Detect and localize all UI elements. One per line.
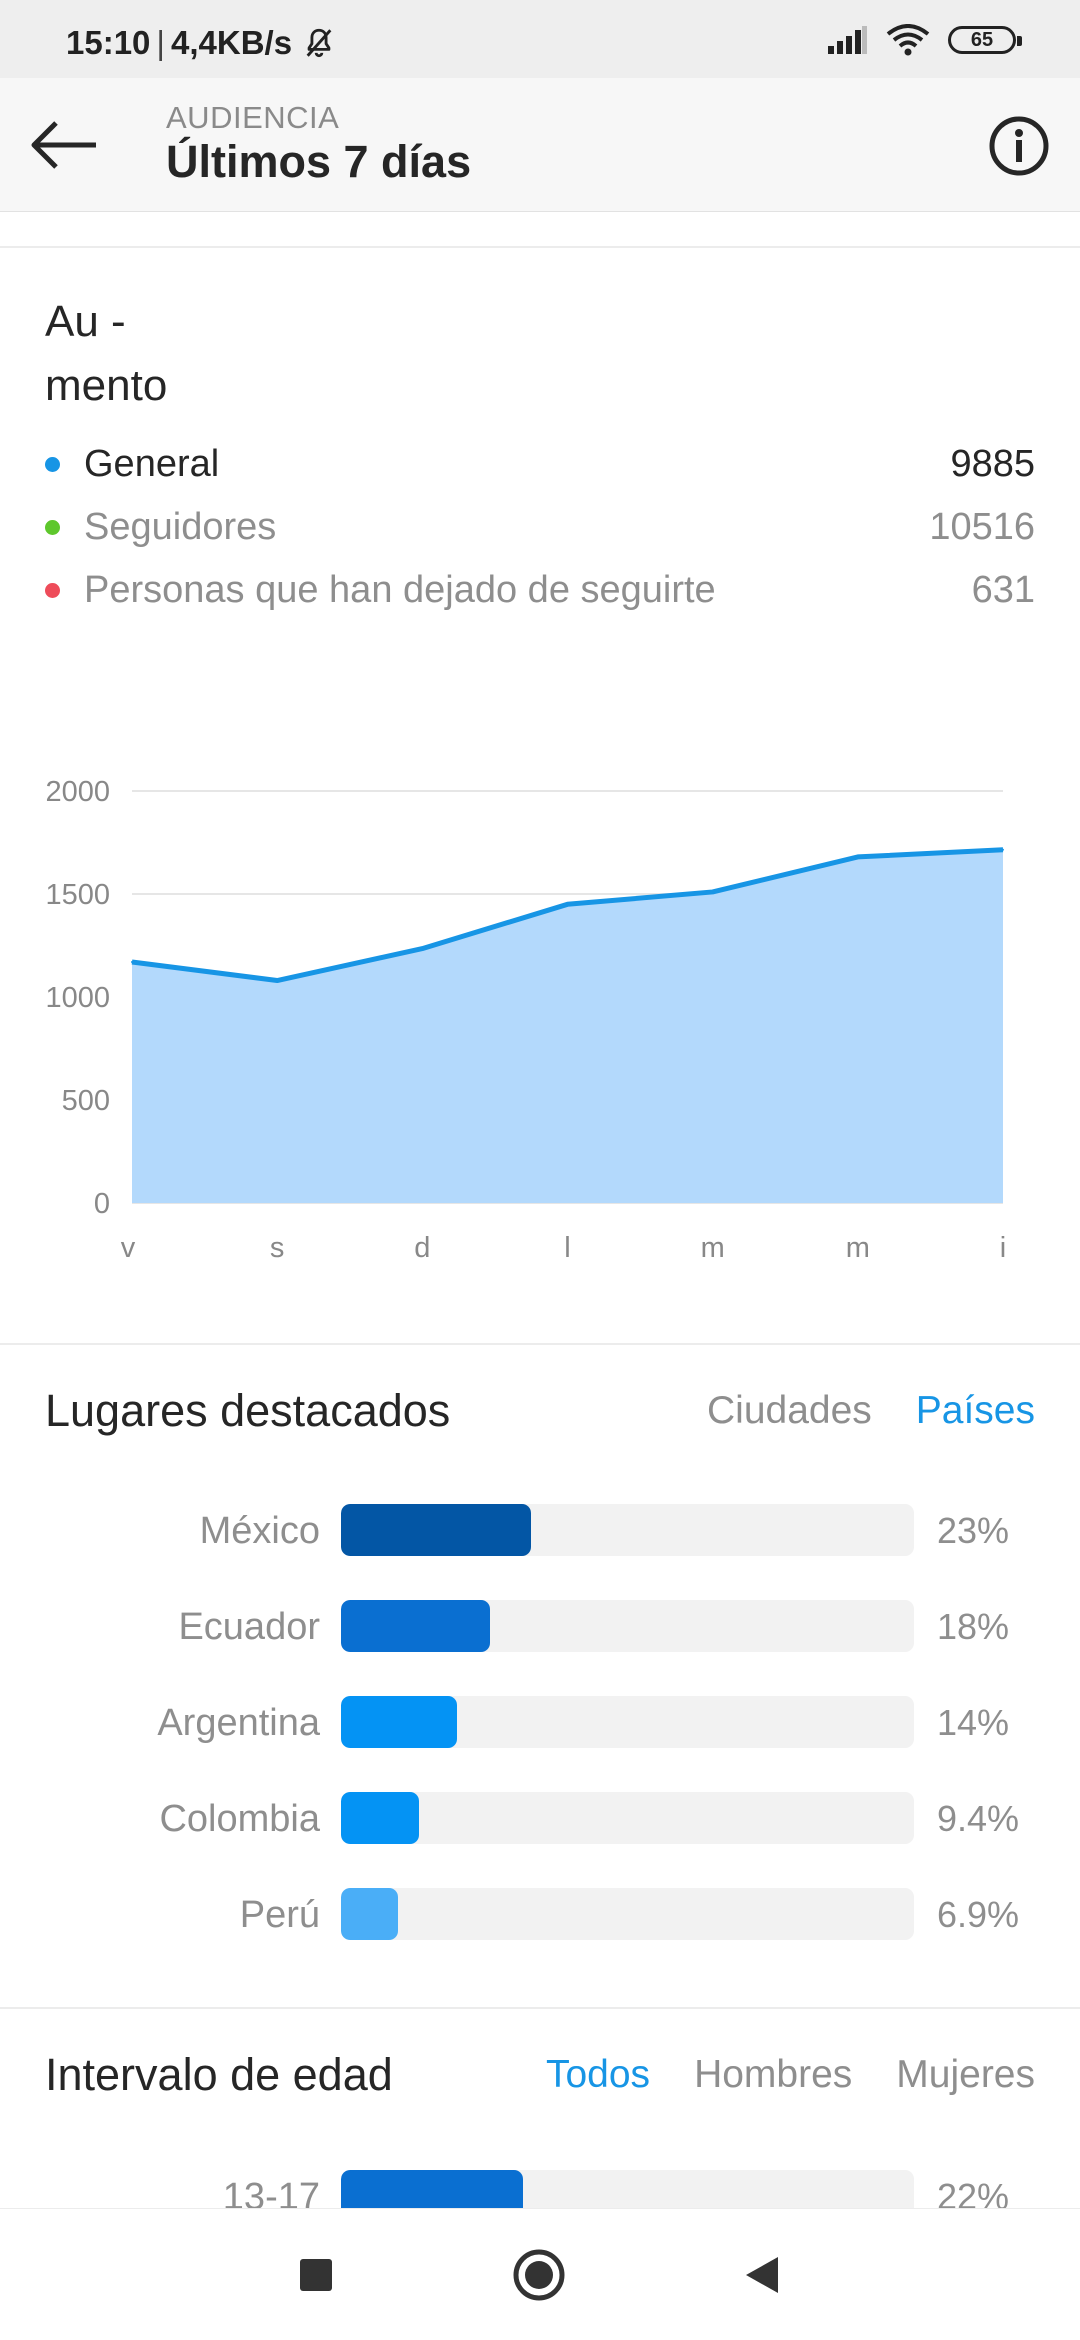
divider: [0, 2007, 1080, 2009]
country-percent: 23%: [937, 1510, 1010, 1551]
legend-value: 9885: [950, 442, 1035, 485]
country-percent: 9.4%: [937, 1798, 1020, 1839]
page-title: Últimos 7 días: [166, 136, 472, 187]
legend-value: 10516: [929, 505, 1035, 548]
country-row: México 23%: [0, 1502, 1080, 1558]
country-bar-track: [341, 1792, 914, 1844]
country-percent: 6.9%: [937, 1894, 1020, 1935]
data-point: [566, 903, 569, 906]
home-circle-icon[interactable]: [509, 2245, 569, 2305]
country-bar-fill: [341, 1888, 398, 1940]
tab-mujeres[interactable]: Mujeres: [896, 2053, 1035, 2096]
data-point: [856, 855, 859, 858]
country-bar-track: [341, 1504, 914, 1556]
legend-dot-general: [45, 456, 60, 472]
growth-title-line-1: Au -: [45, 297, 126, 346]
data-point: [711, 890, 714, 893]
country-label: Ecuador: [178, 1606, 320, 1648]
age-header: Intervalo de edad Todos Hombres Mujeres: [45, 2040, 1035, 2110]
tab-paises[interactable]: Países: [915, 1389, 1035, 1432]
data-point: [276, 979, 279, 982]
status-time: 15:10: [66, 24, 151, 61]
header-eyebrow: AUDIENCIA: [166, 100, 340, 135]
country-bar-fill: [341, 1792, 419, 1844]
x-tick-label: m: [701, 1232, 725, 1264]
growth-area-chart: 0 500 1000 1500 2000 v s d l m m i: [45, 776, 1006, 1264]
legend-dot-unfollows: [45, 582, 60, 598]
status-bar: 15:10 | 4,4KB/s 65: [0, 0, 1080, 78]
y-tick-label: 2000: [45, 776, 110, 808]
bell-off-icon: [306, 28, 332, 58]
x-tick-label: v: [121, 1232, 136, 1264]
x-tick-label: d: [414, 1232, 430, 1264]
legend-label: General: [84, 442, 220, 485]
legend-label: Personas que han dejado de seguirte: [84, 568, 716, 611]
x-tick-label: i: [1000, 1232, 1006, 1264]
country-label: Perú: [239, 1894, 320, 1936]
status-separator: |: [156, 24, 165, 61]
y-tick-label: 500: [62, 1085, 110, 1117]
x-tick-label: m: [846, 1232, 870, 1264]
legend-dot-seguidores: [45, 519, 60, 535]
country-bar-track: [341, 1888, 914, 1940]
system-nav-bar: [0, 2208, 1080, 2340]
x-tick-label: s: [270, 1232, 285, 1264]
divider: [0, 1343, 1080, 1345]
battery-icon: 65: [948, 26, 1022, 54]
tab-hombres[interactable]: Hombres: [694, 2053, 853, 2096]
country-bar-fill: [341, 1504, 531, 1556]
country-bar-fill: [341, 1696, 457, 1748]
arrow-left-icon[interactable]: [28, 108, 102, 182]
country-label: Argentina: [157, 1702, 320, 1744]
country-label: México: [199, 1510, 320, 1552]
country-row: Colombia 9.4%: [0, 1790, 1080, 1846]
growth-title: Au - mento: [45, 290, 245, 418]
country-percent: 18%: [937, 1606, 1010, 1647]
wifi-icon: [886, 24, 930, 56]
x-tick-label: l: [564, 1232, 570, 1264]
status-right: 65: [828, 24, 1022, 56]
signal-icon: [828, 26, 867, 54]
back-triangle-icon[interactable]: [732, 2245, 792, 2305]
legend-label: Seguidores: [84, 505, 277, 548]
country-percent: 14%: [937, 1702, 1010, 1743]
data-point: [131, 960, 133, 963]
recents-square-icon[interactable]: [286, 2245, 346, 2305]
data-point: [421, 947, 424, 950]
y-tick-label: 0: [94, 1188, 110, 1220]
country-bar-track: [341, 1600, 914, 1652]
info-icon[interactable]: [988, 115, 1050, 177]
country-row: Perú 6.9%: [0, 1886, 1080, 1942]
legend-unfollows[interactable]: Personas que han dejado de seguirte 631: [45, 560, 1035, 620]
app-header: AUDIENCIA Últimos 7 días: [0, 78, 1080, 212]
area-fill: [132, 849, 1003, 1203]
tab-ciudades[interactable]: Ciudades: [706, 1389, 872, 1432]
network-speed: 4,4KB/s: [170, 24, 293, 61]
tab-todos[interactable]: Todos: [545, 2053, 651, 2096]
divider: [0, 246, 1080, 248]
country-row: Argentina 14%: [0, 1694, 1080, 1750]
places-title: Lugares destacados: [45, 1385, 451, 1436]
data-point: [1002, 848, 1004, 851]
growth-title-line-2: mento: [45, 361, 168, 410]
country-label: Colombia: [159, 1798, 320, 1840]
y-tick-label: 1000: [45, 982, 110, 1014]
status-left: 15:10 | 4,4KB/s: [66, 24, 336, 62]
country-bar-track: [341, 1696, 914, 1748]
legend-general[interactable]: General 9885: [45, 434, 1035, 494]
places-header: Lugares destacados Ciudades Países: [45, 1376, 1035, 1446]
country-bar-fill: [341, 1600, 490, 1652]
age-title: Intervalo de edad: [45, 2049, 393, 2100]
legend-value: 631: [971, 568, 1035, 611]
country-row: Ecuador 18%: [0, 1598, 1080, 1654]
y-tick-label: 1500: [45, 879, 110, 911]
legend-seguidores[interactable]: Seguidores 10516: [45, 497, 1035, 557]
